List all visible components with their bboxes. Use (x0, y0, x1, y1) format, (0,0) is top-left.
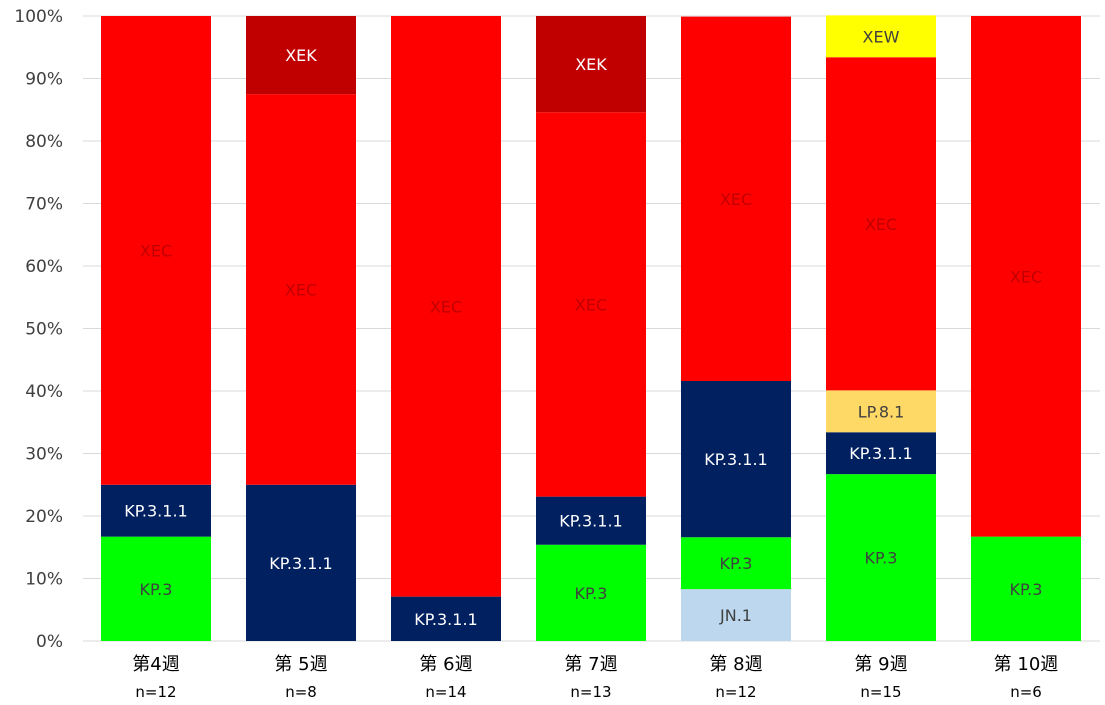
segment-label: XEC (865, 215, 897, 234)
bar-segment (101, 536, 211, 641)
bar-segment (246, 94, 356, 485)
x-axis-labels: 第4週 n=12 第 5週 n=8 第 6週 n=14 第 7週 n=13 第 8週 n=12 第 … (132, 654, 1058, 701)
segment-label: XEC (140, 241, 172, 260)
bar-segment (681, 16, 791, 381)
bar-stack: KP.3 KP.3.1.1 LP.8.1 XEC XEW (826, 15, 936, 641)
segment-label: XEC (575, 295, 607, 314)
y-tick-label: 0% (36, 632, 63, 652)
bar-segment (826, 474, 936, 641)
sample-size-label: n=6 (1010, 683, 1042, 701)
segment-label: XEC (720, 190, 752, 209)
segment-label: XEC (430, 297, 462, 316)
bar-segment (391, 596, 501, 641)
segment-label: LP.8.1 (858, 402, 905, 421)
sample-size-label: n=15 (860, 683, 901, 701)
bar-segment (681, 589, 791, 641)
bar-segment (826, 15, 936, 58)
y-tick-label: 50% (25, 320, 63, 340)
sample-size-label: n=12 (135, 683, 176, 701)
segment-label: XEC (285, 280, 317, 299)
bar-segment (246, 16, 356, 95)
x-category-label: 第 7週 (564, 654, 617, 675)
bar-stack: KP.3.1.1 XEC XEK (246, 16, 356, 641)
segment-label: KP.3 (720, 554, 753, 573)
y-tick-label: 30% (25, 445, 63, 465)
bar-segment (971, 16, 1081, 537)
bar-segment (971, 536, 1081, 641)
segment-label: XEW (863, 27, 900, 46)
segment-label: KP.3.1.1 (124, 502, 187, 521)
bar-segment (681, 381, 791, 538)
bar-segment (536, 544, 646, 641)
x-category-label: 第 8週 (709, 654, 762, 675)
segment-label: KP.3.1.1 (269, 554, 332, 573)
segment-label: KP.3 (1010, 580, 1043, 599)
sample-size-label: n=8 (285, 683, 317, 701)
segment-label: KP.3 (575, 584, 608, 603)
bar-segment (681, 537, 791, 590)
segment-label: JN.1 (719, 606, 752, 625)
y-tick-label: 70% (25, 195, 63, 215)
y-tick-label: 100% (14, 7, 63, 27)
bar-stack: KP.3 KP.3.1.1 XEC (101, 16, 211, 641)
segment-label: KP.3.1.1 (559, 512, 622, 531)
y-axis-ticks: 0% 10% 20% 30% 40% 50% 60% 70% 80% 90% 100% (14, 7, 63, 652)
bar-stack: KP.3 KP.3.1.1 XEC XEK (536, 16, 646, 641)
y-tick-label: 90% (25, 70, 63, 90)
x-category-label: 第 5週 (274, 654, 327, 675)
segment-label: KP.3.1.1 (414, 610, 477, 629)
y-tick-label: 20% (25, 507, 63, 527)
bar-segment (101, 484, 211, 537)
sample-size-label: n=13 (570, 683, 611, 701)
bar-segment (826, 432, 936, 475)
bar-segment (391, 16, 501, 597)
x-category-label: 第4週 (132, 654, 179, 675)
bar-segment (536, 496, 646, 545)
bar-segment (101, 16, 211, 485)
x-category-label: 第 9週 (854, 654, 907, 675)
y-tick-label: 40% (25, 382, 63, 402)
bar-stack: JN.1 KP.3 KP.3.1.1 XEC (681, 16, 791, 641)
bar-segment (536, 16, 646, 113)
bar-segment (826, 57, 936, 391)
bar-segment (246, 484, 356, 641)
bars: KP.3 KP.3.1.1 XEC KP.3.1.1 XEC XEK KP.3.1.1 XEC… (101, 15, 1081, 641)
segment-label: XEK (575, 55, 607, 74)
segment-label: KP.3 (140, 580, 173, 599)
segment-label: KP.3.1.1 (704, 450, 767, 469)
segment-label: KP.3.1.1 (849, 444, 912, 463)
bar-stack: KP.3 XEC (971, 16, 1081, 641)
sample-size-label: n=12 (715, 683, 756, 701)
y-tick-label: 10% (25, 570, 63, 590)
x-category-label: 第 6週 (419, 654, 472, 675)
x-category-label: 第 10週 (994, 654, 1059, 675)
segment-label: XEK (285, 46, 317, 65)
segment-label: XEC (1010, 267, 1042, 286)
bar-segment (826, 390, 936, 433)
bar-segment (536, 112, 646, 497)
bar-stack: KP.3.1.1 XEC (391, 16, 501, 641)
y-tick-label: 80% (25, 132, 63, 152)
sample-size-label: n=14 (425, 683, 466, 701)
y-tick-label: 60% (25, 257, 63, 277)
segment-label: KP.3 (865, 549, 898, 568)
